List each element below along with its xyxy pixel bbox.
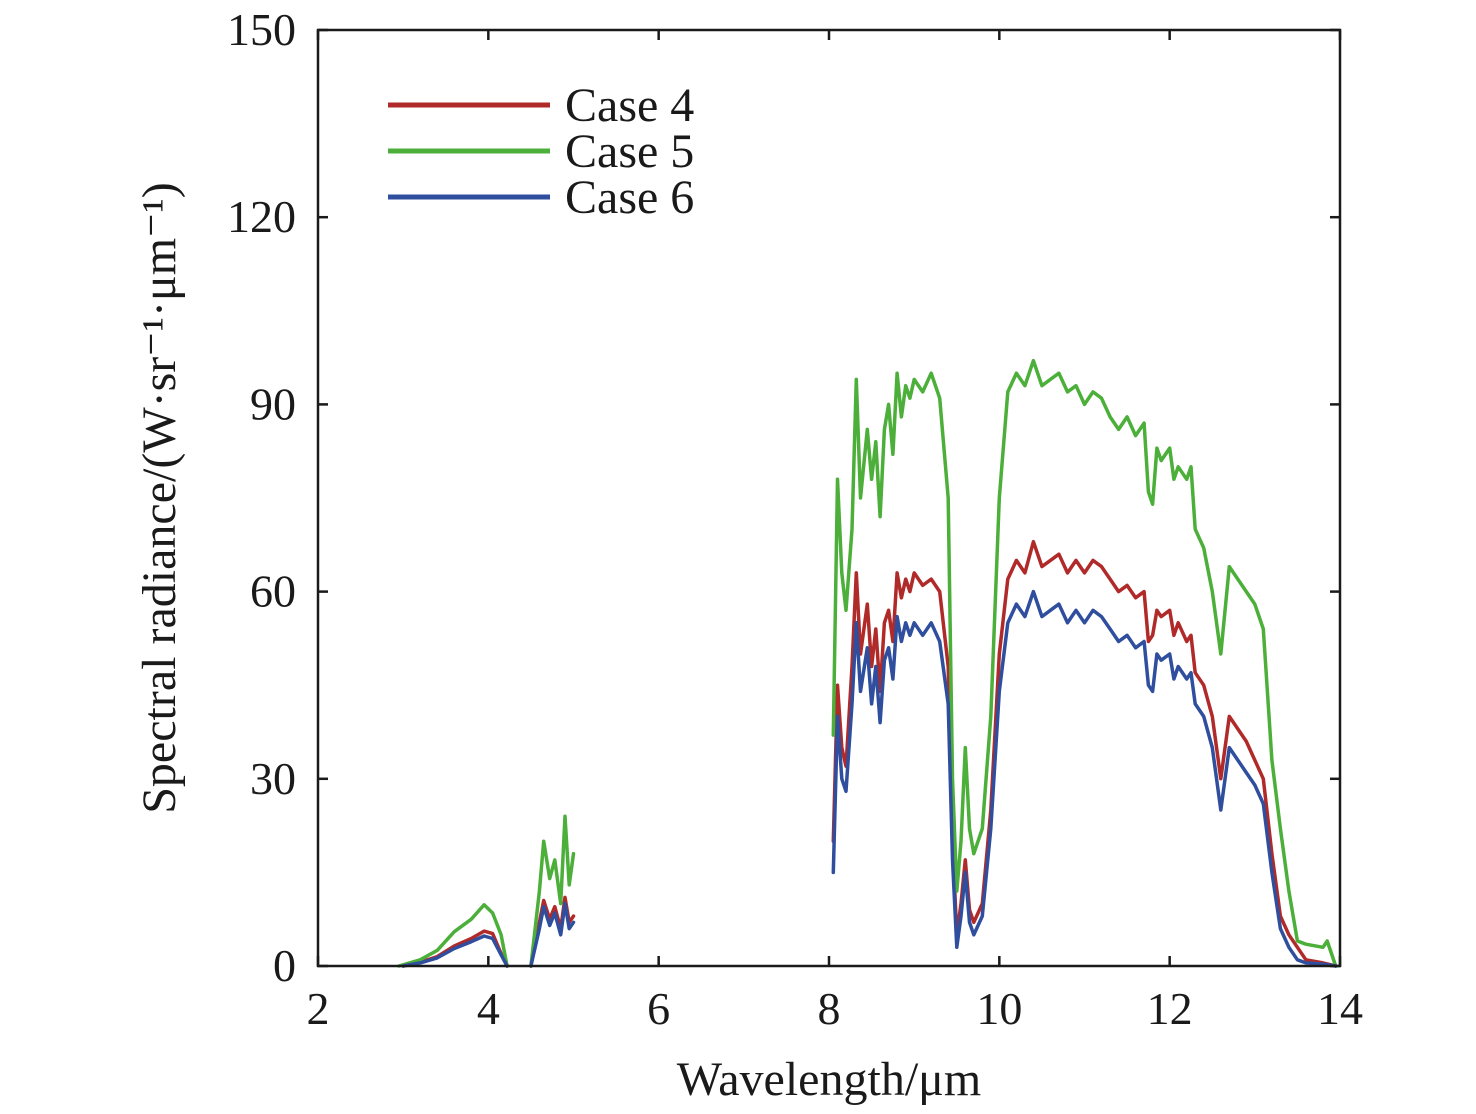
y-axis-label: Spectral radiance/(W·sr⁻¹·μm⁻¹) [133,182,186,814]
y-tick-label-150: 150 [227,4,296,55]
series-0 [401,539,1338,968]
x-tick-label-2: 2 [307,983,330,1034]
y-tick-label-60: 60 [250,566,296,617]
series-2-segment-1 [529,901,576,968]
legend-label-0: Case 4 [565,79,694,132]
y-tick-label-0: 0 [273,940,296,991]
x-tick-label-10: 10 [976,983,1022,1034]
y-tick-label-90: 90 [250,378,296,429]
y-tick-label-120: 120 [227,191,296,242]
plot-frame [316,28,1342,968]
series-1-segment-0 [397,903,509,968]
x-tick-label-12: 12 [1147,983,1193,1034]
series-1 [397,358,1338,968]
x-tick-label-8: 8 [818,983,841,1034]
series-2-segment-2 [831,589,1338,968]
x-tick-label-14: 14 [1317,983,1363,1034]
series-1-segment-2 [831,358,1338,968]
series-1-segment-1 [529,814,576,968]
series-0-segment-2 [831,539,1338,968]
y-tick-label-30: 30 [250,753,296,804]
x-tick-label-4: 4 [477,983,500,1034]
series-2 [401,589,1338,968]
legend-label-1: Case 5 [565,125,694,178]
series-layer [397,358,1338,968]
series-2-segment-0 [401,934,509,968]
legend-label-2: Case 6 [565,171,694,224]
x-axis-label: Wavelength/μm [677,1053,981,1106]
tick-layer: 2 4 6 8 10 12 14 0 30 60 90 120 150 [227,4,1363,1034]
x-tick-label-6: 6 [647,983,670,1034]
